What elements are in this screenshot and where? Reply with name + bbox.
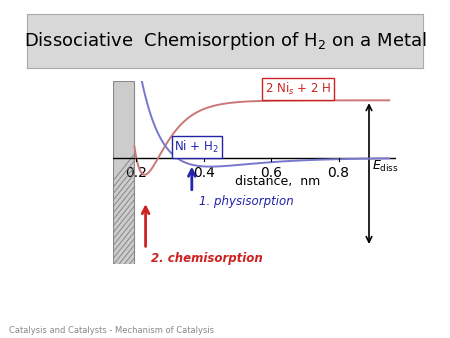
Text: Ni + H$_2$: Ni + H$_2$ bbox=[175, 139, 219, 155]
Text: Dissociative  Chemisorption of H$_2$ on a Metal: Dissociative Chemisorption of H$_2$ on a… bbox=[23, 29, 427, 52]
Text: distance,  nm: distance, nm bbox=[235, 175, 320, 188]
Text: 1. physisorption: 1. physisorption bbox=[198, 195, 293, 209]
Text: $E_{\mathrm{diss}}$: $E_{\mathrm{diss}}$ bbox=[373, 159, 399, 174]
Text: 2 Ni$_s$ + 2 H: 2 Ni$_s$ + 2 H bbox=[265, 81, 331, 97]
Text: 2. chemisorption: 2. chemisorption bbox=[151, 251, 263, 265]
Bar bbox=[112, 81, 135, 264]
Text: Catalysis and Catalysts - Mechanism of Catalysis: Catalysis and Catalysts - Mechanism of C… bbox=[9, 325, 214, 335]
